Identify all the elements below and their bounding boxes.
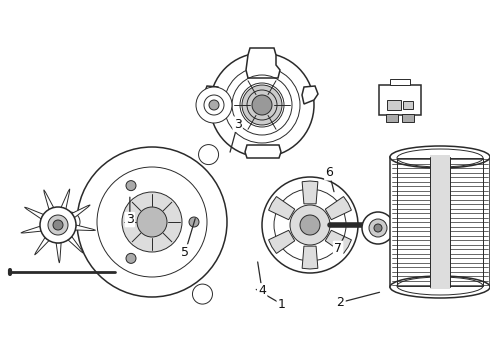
- Text: 6: 6: [325, 166, 333, 179]
- Circle shape: [77, 147, 227, 297]
- Circle shape: [300, 215, 320, 235]
- Bar: [379, 85, 421, 115]
- Circle shape: [209, 100, 219, 110]
- Polygon shape: [325, 230, 351, 253]
- Ellipse shape: [390, 276, 490, 298]
- Polygon shape: [245, 145, 281, 158]
- Circle shape: [126, 181, 136, 191]
- Circle shape: [189, 217, 199, 227]
- Bar: [397, 158, 483, 286]
- Circle shape: [60, 212, 80, 232]
- Circle shape: [137, 207, 167, 237]
- Circle shape: [122, 192, 182, 252]
- Text: 2: 2: [337, 296, 344, 309]
- Text: 5: 5: [181, 246, 189, 258]
- Circle shape: [374, 224, 382, 232]
- Text: 1: 1: [278, 298, 286, 311]
- Polygon shape: [269, 197, 294, 220]
- Circle shape: [40, 207, 76, 243]
- Text: 3: 3: [126, 213, 134, 226]
- Circle shape: [126, 253, 136, 264]
- Circle shape: [274, 189, 346, 261]
- Circle shape: [210, 53, 314, 157]
- Circle shape: [196, 87, 232, 123]
- Circle shape: [198, 145, 219, 165]
- Text: 3: 3: [234, 118, 242, 131]
- Polygon shape: [75, 225, 96, 230]
- Bar: [430, 155, 450, 289]
- Polygon shape: [61, 189, 70, 209]
- Circle shape: [48, 215, 68, 235]
- Bar: [390, 157, 490, 287]
- Circle shape: [262, 177, 358, 273]
- Polygon shape: [68, 237, 83, 253]
- Circle shape: [369, 219, 387, 237]
- Text: 4: 4: [258, 284, 266, 297]
- Bar: [387, 100, 401, 110]
- Bar: [390, 79, 410, 85]
- Polygon shape: [35, 238, 49, 255]
- Polygon shape: [269, 230, 294, 253]
- Polygon shape: [56, 243, 61, 263]
- Polygon shape: [302, 181, 318, 204]
- Circle shape: [53, 220, 63, 230]
- Bar: [402, 114, 414, 122]
- Bar: [386, 114, 398, 122]
- Polygon shape: [246, 48, 280, 78]
- Polygon shape: [302, 86, 318, 104]
- Text: 7: 7: [334, 242, 342, 255]
- Polygon shape: [72, 205, 90, 218]
- Bar: [403, 101, 413, 109]
- Polygon shape: [44, 190, 53, 210]
- Circle shape: [193, 284, 213, 304]
- Polygon shape: [325, 197, 351, 220]
- Circle shape: [290, 205, 330, 245]
- Polygon shape: [302, 246, 318, 269]
- Circle shape: [362, 212, 394, 244]
- Polygon shape: [21, 226, 41, 233]
- Polygon shape: [204, 86, 220, 104]
- Ellipse shape: [390, 146, 490, 168]
- Circle shape: [252, 95, 272, 115]
- Polygon shape: [24, 207, 44, 219]
- Circle shape: [242, 85, 282, 125]
